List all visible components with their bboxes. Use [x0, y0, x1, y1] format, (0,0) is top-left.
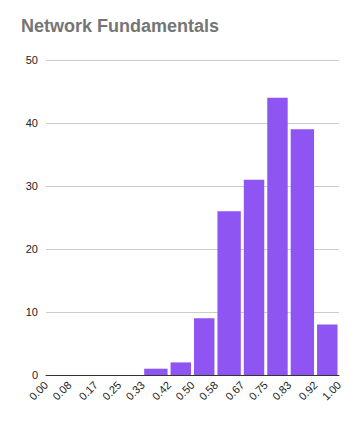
svg-text:0.33: 0.33 — [123, 379, 147, 403]
svg-text:0.25: 0.25 — [100, 379, 124, 403]
svg-text:0.58: 0.58 — [197, 379, 221, 403]
svg-text:0.17: 0.17 — [76, 379, 100, 403]
svg-text:0: 0 — [32, 369, 38, 381]
svg-text:30: 30 — [26, 180, 38, 192]
svg-text:0.75: 0.75 — [246, 379, 270, 403]
svg-text:20: 20 — [26, 243, 38, 255]
svg-text:0.00: 0.00 — [27, 379, 51, 403]
svg-text:0.67: 0.67 — [223, 379, 247, 403]
svg-text:Network Fundamentals: Network Fundamentals — [21, 16, 219, 36]
svg-text:0.08: 0.08 — [50, 379, 74, 403]
svg-text:10: 10 — [26, 306, 38, 318]
svg-text:50: 50 — [26, 54, 38, 66]
svg-text:0.42: 0.42 — [150, 379, 174, 403]
svg-text:40: 40 — [26, 117, 38, 129]
svg-text:0.50: 0.50 — [173, 379, 197, 403]
svg-text:1.00: 1.00 — [320, 379, 344, 403]
svg-text:0.83: 0.83 — [270, 379, 294, 403]
svg-text:0.92: 0.92 — [296, 379, 320, 403]
